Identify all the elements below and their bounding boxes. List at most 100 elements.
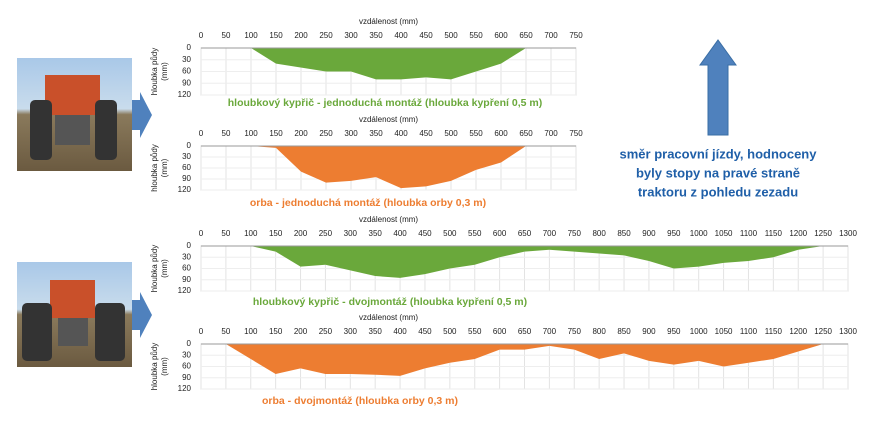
- x-tick-label: 350: [369, 129, 383, 138]
- x-tick-label: 600: [494, 31, 508, 40]
- x-tick-label: 200: [294, 31, 308, 40]
- x-tick-label: 250: [319, 327, 333, 336]
- x-tick-label: 100: [244, 327, 258, 336]
- x-tick-label: 500: [444, 129, 458, 138]
- direction-arrow: [699, 39, 737, 136]
- x-axis-label: vzdálenost (mm): [359, 115, 418, 124]
- x-tick-label: 700: [543, 327, 557, 336]
- x-tick-label: 100: [244, 129, 258, 138]
- y-axis-label: hloubka půdy: [150, 144, 159, 192]
- x-tick-label: 0: [199, 31, 204, 40]
- arrow: [132, 92, 152, 138]
- y-axis-label: hloubka půdy: [150, 245, 159, 293]
- x-tick-label: 350: [369, 229, 383, 238]
- x-tick-label: 1150: [765, 327, 783, 336]
- x-axis-label: vzdálenost (mm): [359, 215, 418, 224]
- x-tick-label: 1150: [765, 229, 783, 238]
- y-tick-label: 120: [178, 90, 192, 99]
- x-axis-label: vzdálenost (mm): [359, 313, 418, 322]
- x-tick-label: 1300: [839, 229, 857, 238]
- x-tick-label: 400: [393, 327, 407, 336]
- x-tick-label: 900: [642, 327, 656, 336]
- x-tick-label: 700: [543, 229, 557, 238]
- x-tick-label: 200: [294, 327, 308, 336]
- x-tick-label: 100: [244, 31, 258, 40]
- x-tick-label: 150: [269, 327, 283, 336]
- x-tick-label: 0: [199, 327, 204, 336]
- x-tick-label: 600: [493, 327, 507, 336]
- y-tick-label: 60: [182, 264, 191, 273]
- x-tick-label: 250: [319, 31, 333, 40]
- x-tick-label: 550: [468, 229, 482, 238]
- x-tick-label: 1000: [690, 229, 708, 238]
- x-tick-label: 450: [419, 31, 433, 40]
- x-tick-label: 200: [294, 129, 308, 138]
- y-axis-label: (mm): [160, 158, 169, 177]
- x-tick-label: 800: [592, 229, 606, 238]
- x-axis-label: vzdálenost (mm): [359, 17, 418, 26]
- x-tick-label: 300: [344, 129, 358, 138]
- x-tick-label: 1100: [740, 229, 758, 238]
- x-tick-label: 950: [667, 229, 681, 238]
- y-axis-label: (mm): [160, 62, 169, 81]
- x-tick-label: 0: [199, 229, 204, 238]
- x-tick-label: 1300: [839, 327, 857, 336]
- x-tick-label: 150: [269, 31, 283, 40]
- x-tick-label: 100: [244, 229, 258, 238]
- x-tick-label: 1050: [715, 327, 733, 336]
- x-tick-label: 400: [393, 229, 407, 238]
- x-tick-label: 400: [394, 129, 408, 138]
- chart-caption: hloubkový kypřič - dvojmontáž (hloubka k…: [253, 296, 527, 308]
- annotation: traktoru z pohledu zezadu: [638, 184, 798, 199]
- x-tick-label: 750: [569, 31, 583, 40]
- y-tick-label: 120: [178, 185, 192, 194]
- x-tick-label: 300: [344, 327, 358, 336]
- x-tick-label: 50: [221, 327, 230, 336]
- x-tick-label: 1050: [715, 229, 733, 238]
- tractor-photo: [17, 262, 132, 367]
- y-tick-label: 0: [187, 43, 192, 52]
- y-tick-label: 0: [187, 141, 192, 150]
- x-tick-label: 200: [294, 229, 308, 238]
- y-tick-label: 90: [182, 78, 191, 87]
- annotation: byly stopy na pravé straně: [636, 165, 800, 180]
- x-tick-label: 450: [418, 327, 432, 336]
- x-tick-label: 700: [544, 129, 558, 138]
- x-tick-label: 950: [667, 327, 681, 336]
- x-tick-label: 700: [544, 31, 558, 40]
- x-tick-label: 550: [468, 327, 482, 336]
- annotation: směr pracovní jízdy, hodnoceny: [620, 146, 818, 161]
- x-tick-label: 50: [221, 229, 230, 238]
- x-tick-label: 150: [269, 229, 283, 238]
- y-axis-label: hloubka půdy: [150, 48, 159, 96]
- x-tick-label: 750: [569, 129, 583, 138]
- x-tick-label: 800: [592, 327, 606, 336]
- x-tick-label: 850: [617, 229, 631, 238]
- x-tick-label: 850: [617, 327, 631, 336]
- area: [251, 146, 526, 189]
- x-tick-label: 750: [568, 229, 582, 238]
- y-tick-label: 0: [187, 241, 192, 250]
- y-tick-label: 90: [182, 373, 191, 382]
- x-tick-label: 1200: [789, 327, 807, 336]
- area: [225, 344, 824, 376]
- arrow: [132, 292, 152, 338]
- tractor-photo: [17, 58, 132, 171]
- x-tick-label: 1000: [690, 327, 708, 336]
- y-tick-label: 60: [182, 67, 191, 76]
- y-tick-label: 0: [187, 339, 192, 348]
- x-tick-label: 500: [444, 31, 458, 40]
- y-tick-label: 60: [182, 362, 191, 371]
- x-tick-label: 650: [519, 31, 533, 40]
- x-tick-label: 50: [222, 129, 231, 138]
- y-axis-label: (mm): [160, 259, 169, 278]
- x-tick-label: 1250: [814, 327, 832, 336]
- x-tick-label: 450: [419, 129, 433, 138]
- x-tick-label: 0: [199, 129, 204, 138]
- y-tick-label: 30: [182, 350, 191, 359]
- chart-caption: orba - jednoduchá montáž (hloubka orby 0…: [250, 197, 486, 209]
- area: [251, 48, 526, 80]
- x-tick-label: 300: [344, 31, 358, 40]
- x-tick-label: 1250: [814, 229, 832, 238]
- x-tick-label: 600: [493, 229, 507, 238]
